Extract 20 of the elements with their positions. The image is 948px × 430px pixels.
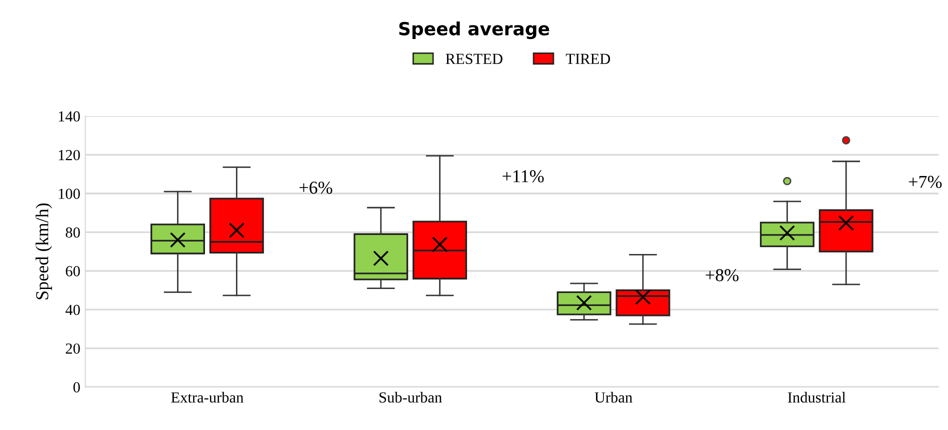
- annotation: +8%: [706, 269, 739, 282]
- legend-label: TIRED: [566, 54, 610, 64]
- y-tick-label: 120: [58, 150, 80, 160]
- y-tick-label: 0: [73, 382, 80, 392]
- y-tick-label: 140: [58, 111, 80, 122]
- x-tick-label: Industrial: [788, 392, 846, 403]
- annotation: +11%: [502, 170, 544, 182]
- y-tick-label: 20: [66, 343, 80, 354]
- x-tick-label: Extra-urban: [171, 392, 244, 403]
- chart-title: Speed average: [399, 22, 550, 40]
- y-tick-label: 60: [66, 266, 80, 276]
- x-tick-label: Sub-urban: [380, 392, 442, 403]
- annotation: +6%: [300, 182, 332, 194]
- annotation: +7%: [908, 176, 942, 188]
- x-tick-label: Urban: [594, 392, 632, 403]
- y-axis-title: Speed (km/h): [36, 203, 52, 300]
- y-tick-label: 80: [66, 227, 80, 238]
- y-tick-label: 100: [58, 188, 80, 199]
- y-tick-label: 40: [65, 304, 80, 316]
- legend-label: RESTED: [446, 54, 502, 64]
